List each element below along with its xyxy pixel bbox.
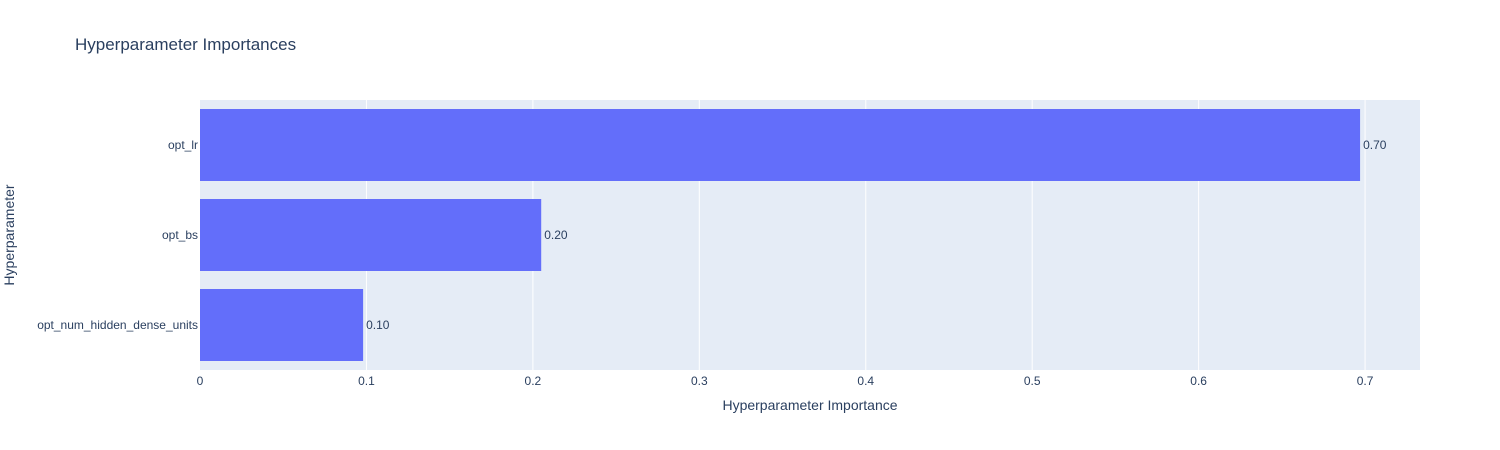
x-tick-label: 0 bbox=[197, 374, 204, 388]
bar-value-label: 0.70 bbox=[1363, 138, 1387, 152]
data-labels: 0.10 0.20 0.70 bbox=[366, 138, 1387, 332]
x-axis-ticks: 0 0.1 0.2 0.3 0.4 0.5 0.6 0.7 bbox=[197, 374, 1374, 388]
x-axis-title: Hyperparameter Importance bbox=[722, 397, 897, 413]
x-tick-label: 0.7 bbox=[1357, 374, 1374, 388]
x-tick-label: 0.2 bbox=[525, 374, 542, 388]
x-tick-label: 0.1 bbox=[358, 374, 375, 388]
x-tick-label: 0.5 bbox=[1024, 374, 1041, 388]
y-axis-title: Hyperparameter bbox=[1, 184, 17, 285]
bars bbox=[200, 109, 1361, 361]
bar-value-label: 0.20 bbox=[544, 228, 568, 242]
y-axis-ticks: opt_num_hidden_dense_units opt_bs opt_lr bbox=[37, 138, 198, 332]
bar-opt-bs bbox=[200, 199, 542, 271]
x-tick-label: 0.3 bbox=[691, 374, 708, 388]
bar-opt-lr bbox=[200, 109, 1361, 181]
bar-value-label: 0.10 bbox=[366, 318, 390, 332]
x-tick-label: 0.6 bbox=[1190, 374, 1207, 388]
bar-opt-num-hidden-dense-units bbox=[200, 289, 364, 361]
y-tick-label: opt_lr bbox=[168, 138, 198, 152]
y-tick-label: opt_bs bbox=[162, 228, 198, 242]
y-tick-label: opt_num_hidden_dense_units bbox=[37, 318, 198, 332]
chart-title: Hyperparameter Importances bbox=[75, 35, 296, 54]
x-tick-label: 0.4 bbox=[857, 374, 874, 388]
